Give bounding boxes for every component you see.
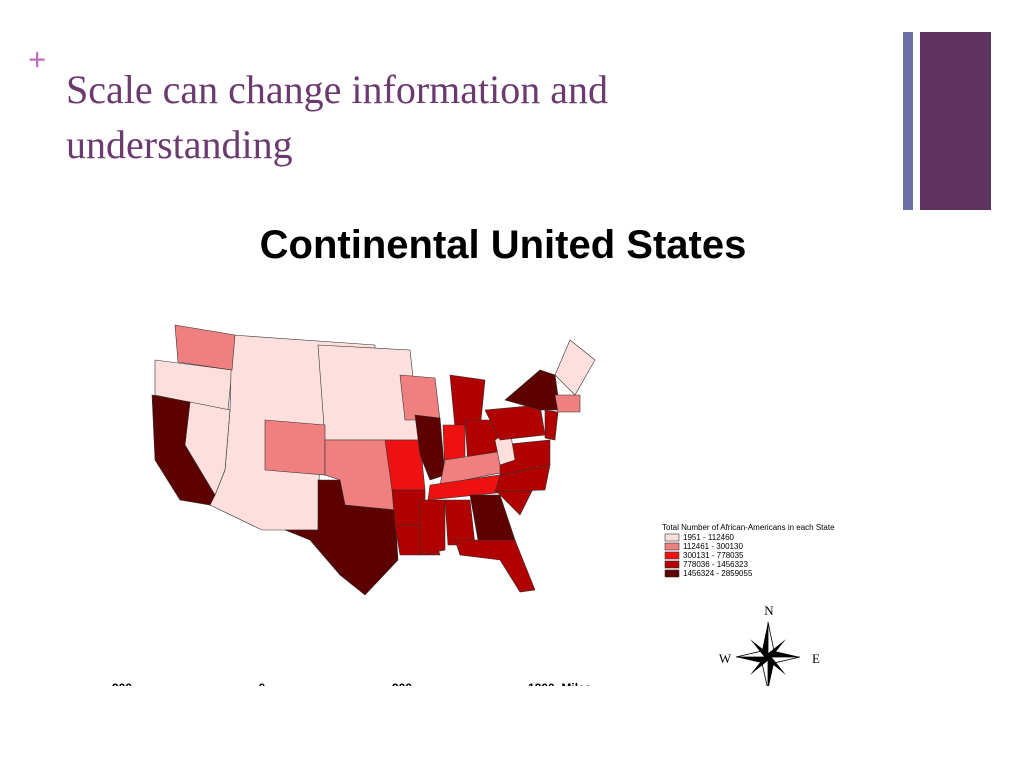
legend-label: 300131 - 778035 xyxy=(683,551,744,560)
legend-title: Total Number of African-Americans in eac… xyxy=(662,523,835,532)
slide-title: Scale can change information and xyxy=(66,67,608,112)
legend-swatch xyxy=(664,542,680,551)
legend-label: 1951 - 112460 xyxy=(683,533,735,542)
legend-swatch xyxy=(664,569,680,578)
compass: N W E xyxy=(719,603,820,691)
crop-mask xyxy=(0,686,1024,768)
legend-label: 1456324 - 2859055 xyxy=(683,569,753,578)
slide-title: understanding xyxy=(66,122,293,167)
compass-w: W xyxy=(719,651,732,666)
map-title: Continental United States xyxy=(260,223,747,267)
legend-label: 778036 - 1456323 xyxy=(683,560,749,569)
compass-e: E xyxy=(812,651,820,666)
legend-swatch xyxy=(664,560,680,569)
compass-n: N xyxy=(764,603,774,618)
accent-bar xyxy=(920,32,991,210)
bullet: + xyxy=(28,41,46,77)
accent-bar xyxy=(903,32,913,210)
legend-swatch xyxy=(664,551,680,560)
legend-swatch xyxy=(664,533,680,542)
legend: Total Number of African-Americans in eac… xyxy=(662,523,835,578)
legend-label: 112461 - 300130 xyxy=(683,542,743,551)
us-map xyxy=(151,324,596,596)
